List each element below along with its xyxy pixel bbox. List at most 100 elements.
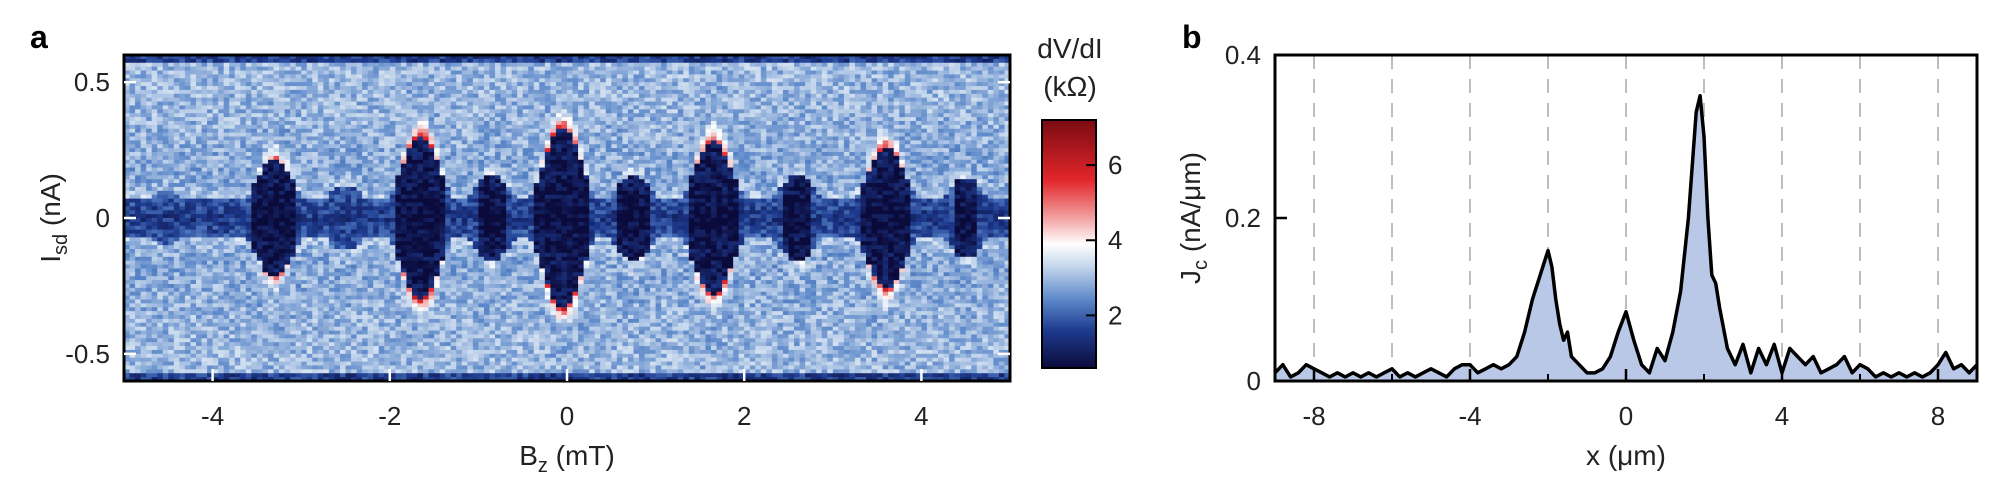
heatmap-cell xyxy=(511,159,518,165)
heatmap-cell xyxy=(821,120,828,126)
heatmap-cell xyxy=(356,128,363,134)
heatmap-cell xyxy=(389,58,396,64)
heatmap-cell xyxy=(279,117,286,122)
heatmap-cell xyxy=(273,136,280,141)
heatmap-cell xyxy=(478,167,485,173)
heatmap-cell xyxy=(904,70,911,75)
heatmap-cell xyxy=(838,105,845,110)
heatmap-cell xyxy=(965,167,972,173)
heatmap-cell xyxy=(212,66,219,72)
heatmap-cell xyxy=(788,105,795,110)
heatmap-cell xyxy=(605,163,612,169)
heatmap-cell xyxy=(755,78,762,83)
heatmap-cell xyxy=(821,93,828,99)
heatmap-cell xyxy=(295,167,302,173)
heatmap-cell xyxy=(611,163,618,169)
heatmap-cell xyxy=(600,148,607,153)
heatmap-cell xyxy=(877,159,884,165)
heatmap-cell xyxy=(539,89,546,95)
heatmap-cell xyxy=(877,120,884,126)
heatmap-cell xyxy=(445,171,452,176)
heatmap-cell xyxy=(334,132,341,138)
heatmap-cell xyxy=(445,70,452,75)
heatmap-cell xyxy=(284,132,291,138)
heatmap-cell xyxy=(251,66,258,72)
heatmap-cell xyxy=(411,171,419,176)
heatmap-cell xyxy=(140,155,147,161)
heatmap-cell xyxy=(705,163,712,169)
heatmap-cell xyxy=(544,136,551,141)
heatmap-cell xyxy=(766,117,773,122)
heatmap-cell xyxy=(810,97,817,103)
heatmap-cell xyxy=(146,109,153,114)
heatmap-cell xyxy=(666,66,673,72)
heatmap-cell xyxy=(810,140,817,145)
heatmap-cell xyxy=(528,101,535,107)
heatmap-cell xyxy=(539,152,546,157)
heatmap-cell xyxy=(207,128,214,134)
heatmap-cell xyxy=(290,78,297,83)
heatmap-cell xyxy=(971,74,978,79)
heatmap-cell xyxy=(893,82,900,87)
heatmap-cell xyxy=(722,66,729,72)
heatmap-cell xyxy=(727,93,734,99)
heatmap-cell xyxy=(638,101,646,107)
heatmap-cell xyxy=(472,62,479,68)
heatmap-cell xyxy=(162,120,169,126)
heatmap-cell xyxy=(555,78,563,83)
heatmap-cell xyxy=(816,152,823,157)
heatmap-cell xyxy=(749,78,756,83)
heatmap-cell xyxy=(146,163,153,169)
heatmap-cell xyxy=(251,120,258,126)
heatmap-cell xyxy=(395,159,402,165)
heatmap-cell xyxy=(533,120,540,126)
heatmap-cell xyxy=(594,163,601,169)
heatmap-cell xyxy=(129,155,136,161)
heatmap-cell xyxy=(351,140,358,145)
heatmap-cell xyxy=(317,97,324,103)
heatmap-cell xyxy=(638,144,646,149)
heatmap-cell xyxy=(877,148,884,153)
heatmap-cell xyxy=(173,152,180,157)
heatmap-cell xyxy=(949,109,956,114)
heatmap-cell xyxy=(456,117,463,122)
heatmap-cell xyxy=(273,105,280,110)
heatmap-cell xyxy=(234,89,241,95)
heatmap-cell xyxy=(384,120,391,126)
heatmap-cell xyxy=(733,132,740,138)
heatmap-cell xyxy=(312,128,319,134)
heatmap-cell xyxy=(240,128,247,134)
heatmap-cell xyxy=(976,113,983,118)
heatmap-cell xyxy=(135,82,142,87)
heatmap-cell xyxy=(234,58,241,64)
heatmap-cell xyxy=(290,101,297,107)
heatmap-cell xyxy=(406,105,413,110)
heatmap-cell xyxy=(279,58,286,64)
heatmap-cell xyxy=(738,159,745,165)
heatmap-cell xyxy=(478,58,485,64)
heatmap-cell xyxy=(273,97,280,103)
heatmap-cell xyxy=(622,132,629,138)
heatmap-cell xyxy=(638,148,646,153)
heatmap-cell xyxy=(456,163,463,169)
heatmap-cell xyxy=(622,89,629,95)
heatmap-cell xyxy=(710,167,718,173)
heatmap-cell xyxy=(716,58,723,64)
heatmap-cell xyxy=(921,55,928,60)
heatmap-cell xyxy=(544,163,551,169)
heatmap-cell xyxy=(323,66,330,72)
heatmap-cell xyxy=(578,74,585,79)
heatmap-cell xyxy=(699,159,707,165)
heatmap-cell xyxy=(760,148,767,153)
heatmap-cell xyxy=(251,82,258,87)
heatmap-cell xyxy=(777,148,784,153)
heatmap-cell xyxy=(627,152,635,157)
heatmap-cell xyxy=(777,171,784,176)
heatmap-cell xyxy=(262,167,269,173)
heatmap-cell xyxy=(733,78,740,83)
heatmap-cell xyxy=(290,109,297,114)
heatmap-cell xyxy=(500,148,507,153)
heatmap-cell xyxy=(854,66,862,72)
heatmap-cell xyxy=(328,109,336,114)
heatmap-cell xyxy=(877,101,884,107)
